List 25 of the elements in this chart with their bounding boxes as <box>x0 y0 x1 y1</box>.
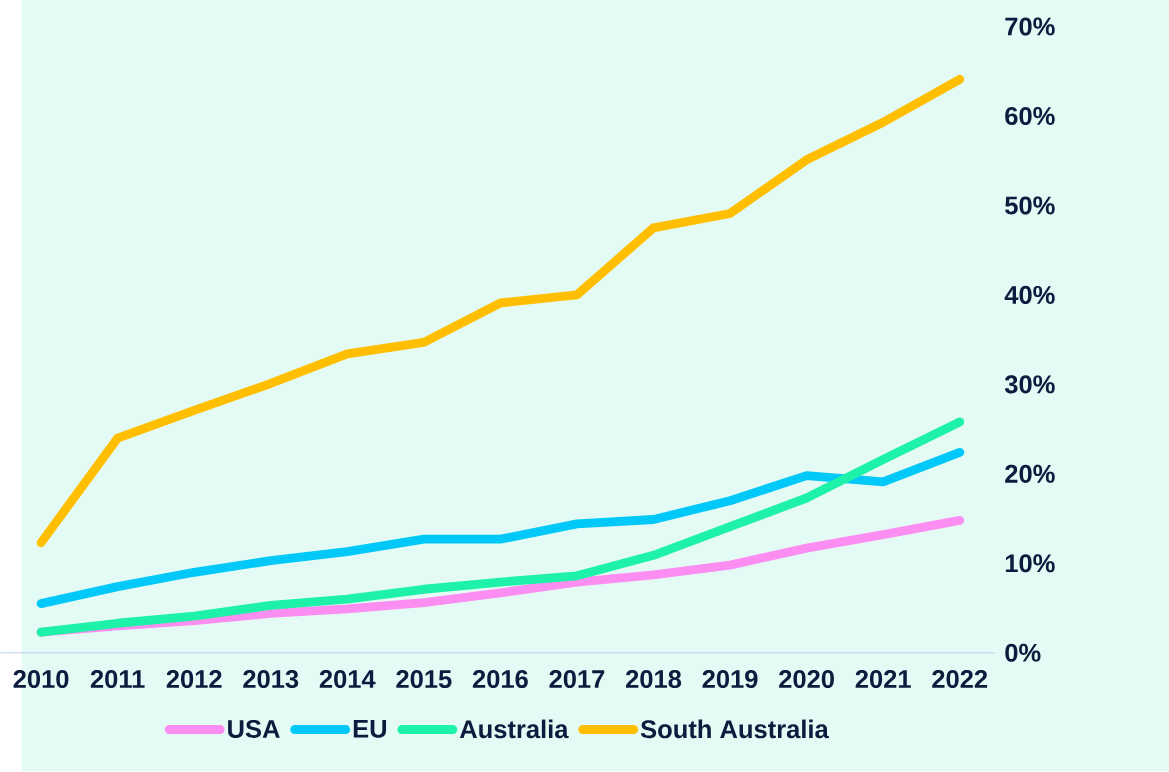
x-tick-label: 2013 <box>243 670 299 689</box>
x-tick-label: 2016 <box>472 670 528 689</box>
x-tick-label: 2019 <box>702 670 758 689</box>
y-tick-label: 40% <box>1004 286 1055 305</box>
y-tick-label: 60% <box>1005 107 1055 126</box>
y-tick-label: 30% <box>1004 375 1055 394</box>
x-tick-label: 2018 <box>625 670 682 689</box>
y-tick-label: 10% <box>1005 554 1055 573</box>
x-tick-label: 2012 <box>166 670 222 689</box>
y-tick-label: 70% <box>1005 17 1055 36</box>
legend-label: USA <box>228 720 280 739</box>
y-tick-label: 0% <box>1005 643 1041 663</box>
y-tick-label: 20% <box>1005 465 1055 484</box>
x-tick-label: 2015 <box>396 670 452 689</box>
y-tick-label: 50% <box>1005 196 1055 215</box>
x-tick-label: 2010 <box>13 670 69 689</box>
x-tick-label: 2020 <box>779 670 834 689</box>
x-tick-label: 2021 <box>855 670 911 689</box>
x-tick-label: 2011 <box>90 670 145 689</box>
legend-label: EU <box>353 720 387 739</box>
x-tick-label: 2014 <box>319 670 376 689</box>
x-tick-label: 2017 <box>549 670 605 689</box>
legend-label: Australia <box>459 719 569 739</box>
x-tick-label: 2022 <box>932 670 988 689</box>
legend-label: South Australia <box>640 719 829 739</box>
